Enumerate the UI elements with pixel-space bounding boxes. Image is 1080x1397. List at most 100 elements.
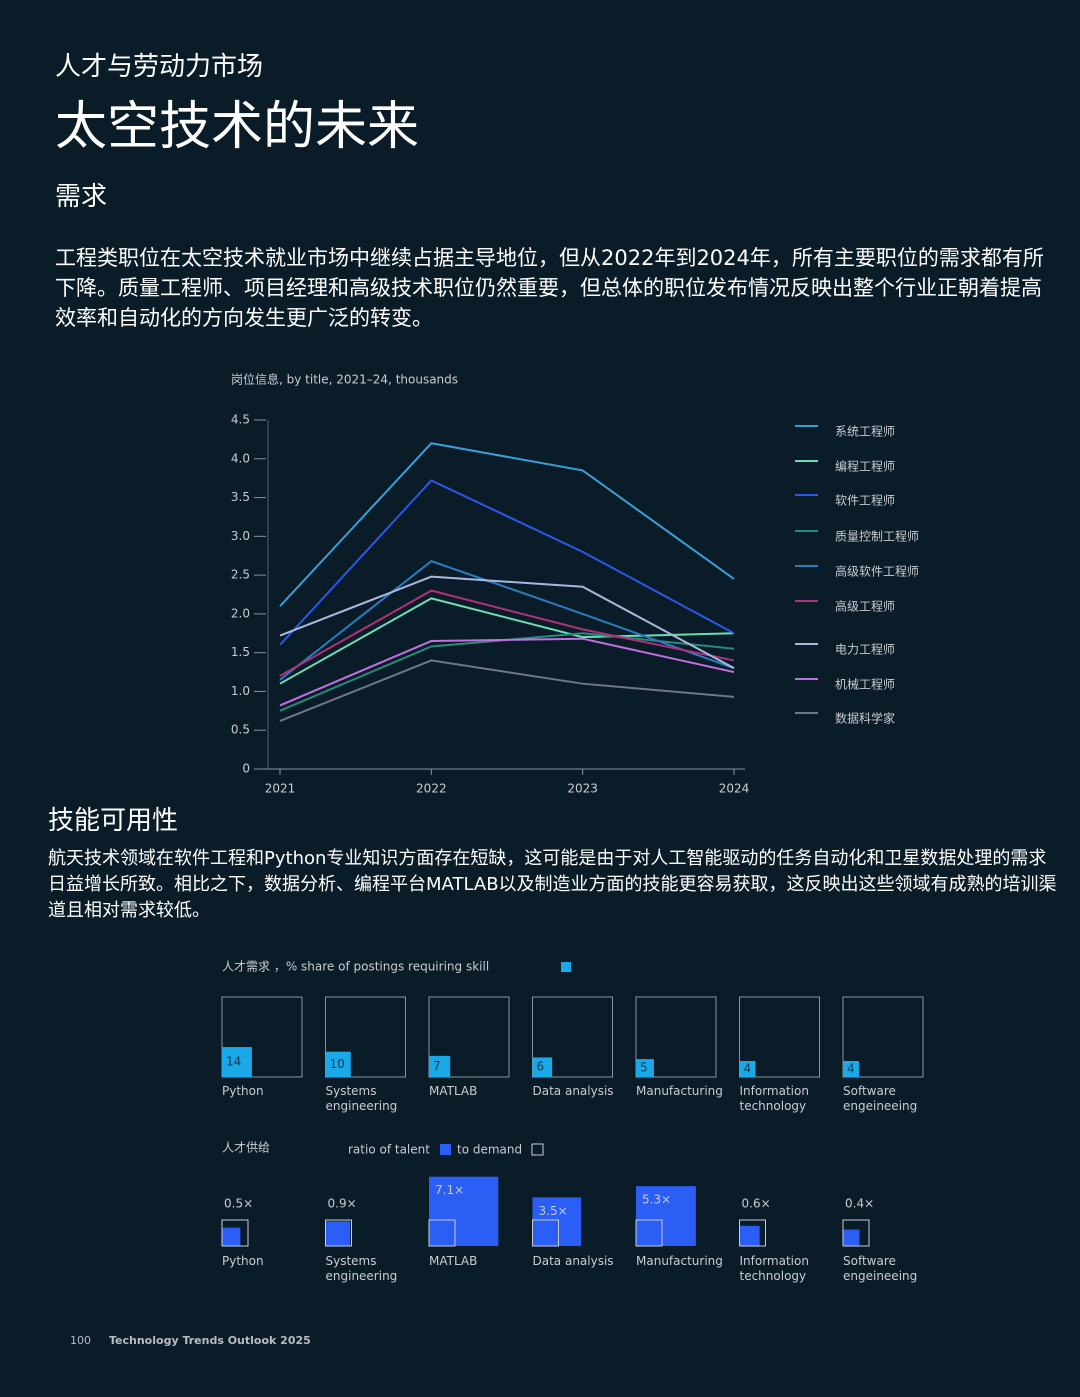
legend-label: 电力工程师 <box>835 642 895 657</box>
frame <box>532 996 613 1078</box>
y-tick-label: 3.0 <box>231 529 250 543</box>
x-tick-label: 2023 <box>567 782 598 796</box>
legend-label: to demand <box>457 1143 522 1157</box>
series-line <box>279 442 735 607</box>
talent-square <box>222 1227 241 1246</box>
chart-title: 人才需求 ，% share of postings requiring skil… <box>222 960 489 974</box>
value-label: 5 <box>640 1061 648 1075</box>
legend-label: 系统工程师 <box>835 424 895 439</box>
value-label: 0.6× <box>742 1197 771 1211</box>
square <box>532 1057 553 1077</box>
x-tick-label: 2022 <box>416 782 447 796</box>
frame <box>739 996 820 1078</box>
talent-square <box>739 1225 760 1246</box>
legend-swatch <box>531 1143 544 1156</box>
square <box>222 1047 252 1077</box>
value-label: 14 <box>226 1055 241 1069</box>
category-label: Manufacturing <box>636 1084 723 1098</box>
talent-square <box>636 1186 696 1246</box>
category-label: Data analysis <box>532 1254 614 1268</box>
value-label: 4 <box>847 1062 855 1076</box>
value-label: 6 <box>537 1060 545 1074</box>
series-line <box>279 575 735 670</box>
value-label: 0.9× <box>328 1197 357 1211</box>
series-line <box>279 597 735 685</box>
series-line <box>279 659 735 722</box>
section-heading: 技能可用性 <box>48 806 179 836</box>
y-tick-label: 1.5 <box>231 645 250 659</box>
frame <box>428 996 510 1078</box>
frame <box>635 996 717 1078</box>
legend-label: 高级软件工程师 <box>835 564 919 579</box>
legend-swatch <box>561 962 571 972</box>
series-line <box>279 479 735 646</box>
y-tick-label: 2.5 <box>231 568 250 582</box>
x-tick-label: 2024 <box>719 782 750 796</box>
y-tick-label: 0 <box>242 762 250 776</box>
demand-square <box>739 1219 766 1247</box>
series-line <box>279 637 735 707</box>
value-label: 4 <box>744 1062 752 1076</box>
category-label: Systems engineering <box>325 1084 398 1113</box>
series-line <box>279 589 735 677</box>
y-tick-label: 4.5 <box>231 413 250 427</box>
y-tick-label: 4.0 <box>231 451 250 465</box>
section-heading: 需求 <box>55 182 108 212</box>
section-body: 航天技术领域在软件工程和Python专业知识方面存在短缺，这可能是由于对人工智能… <box>48 848 1057 921</box>
demand-square <box>842 1219 870 1247</box>
chart-title: 人才供给 <box>222 1141 270 1155</box>
square <box>429 1055 451 1077</box>
category-label: Data analysis <box>532 1084 614 1098</box>
demand-square <box>428 1219 456 1247</box>
legend-label: 机械工程师 <box>835 677 895 692</box>
category-label: MATLAB <box>429 1254 478 1268</box>
category-label: Software engeineeing <box>843 1084 918 1113</box>
page-number: 100 <box>70 1334 91 1347</box>
legend-label: 软件工程师 <box>835 493 895 508</box>
frame <box>842 996 924 1078</box>
category-label: Manufacturing <box>636 1254 723 1268</box>
demand-square <box>532 1219 559 1247</box>
talent-square <box>532 1197 582 1246</box>
talent-square <box>429 1176 499 1246</box>
value-label: 7 <box>433 1059 441 1073</box>
legend-label: 数据科学家 <box>835 711 895 726</box>
y-tick-label: 0.5 <box>231 723 250 737</box>
kicker: 人才与劳动力市场 <box>55 52 264 82</box>
frame <box>325 996 406 1078</box>
talent-square <box>325 1221 351 1246</box>
square <box>636 1059 654 1077</box>
page-title: 太空技术的未来 <box>55 97 420 157</box>
legend-swatch <box>440 1144 451 1155</box>
value-label: 10 <box>330 1057 345 1071</box>
demand-square <box>221 1219 249 1247</box>
demand-square <box>635 1219 663 1247</box>
square <box>843 1061 859 1077</box>
series-line <box>279 560 735 681</box>
y-tick-label: 2.0 <box>231 606 250 620</box>
legend-label: 高级工程师 <box>835 599 895 614</box>
value-label: 0.4× <box>845 1197 874 1211</box>
value-label: 0.5× <box>224 1197 253 1211</box>
legend-label: 质量控制工程师 <box>835 529 919 544</box>
y-tick-label: 1.0 <box>231 684 250 698</box>
square <box>739 1061 756 1077</box>
frame <box>221 996 303 1078</box>
talent-square <box>843 1229 860 1246</box>
publication: Technology Trends Outlook 2025 <box>109 1334 311 1347</box>
category-label: Information technology <box>739 1084 809 1113</box>
category-label: Python <box>222 1084 264 1098</box>
value-label: 5.3× <box>642 1193 671 1207</box>
demand-square <box>325 1219 352 1247</box>
y-tick-label: 3.5 <box>231 490 250 504</box>
x-tick-label: 2021 <box>265 782 296 796</box>
category-label: Python <box>222 1254 264 1268</box>
square <box>325 1051 351 1077</box>
category-label: Systems engineering <box>325 1254 398 1283</box>
section-body: 工程类职位在太空技术就业市场中继续占据主导地位，但从2022年到2024年，所有… <box>55 246 1044 330</box>
chart-title: 岗位信息, by title, 2021–24, thousands <box>231 372 458 387</box>
category-label: MATLAB <box>429 1084 478 1098</box>
legend-label: ratio of talent <box>348 1143 430 1157</box>
